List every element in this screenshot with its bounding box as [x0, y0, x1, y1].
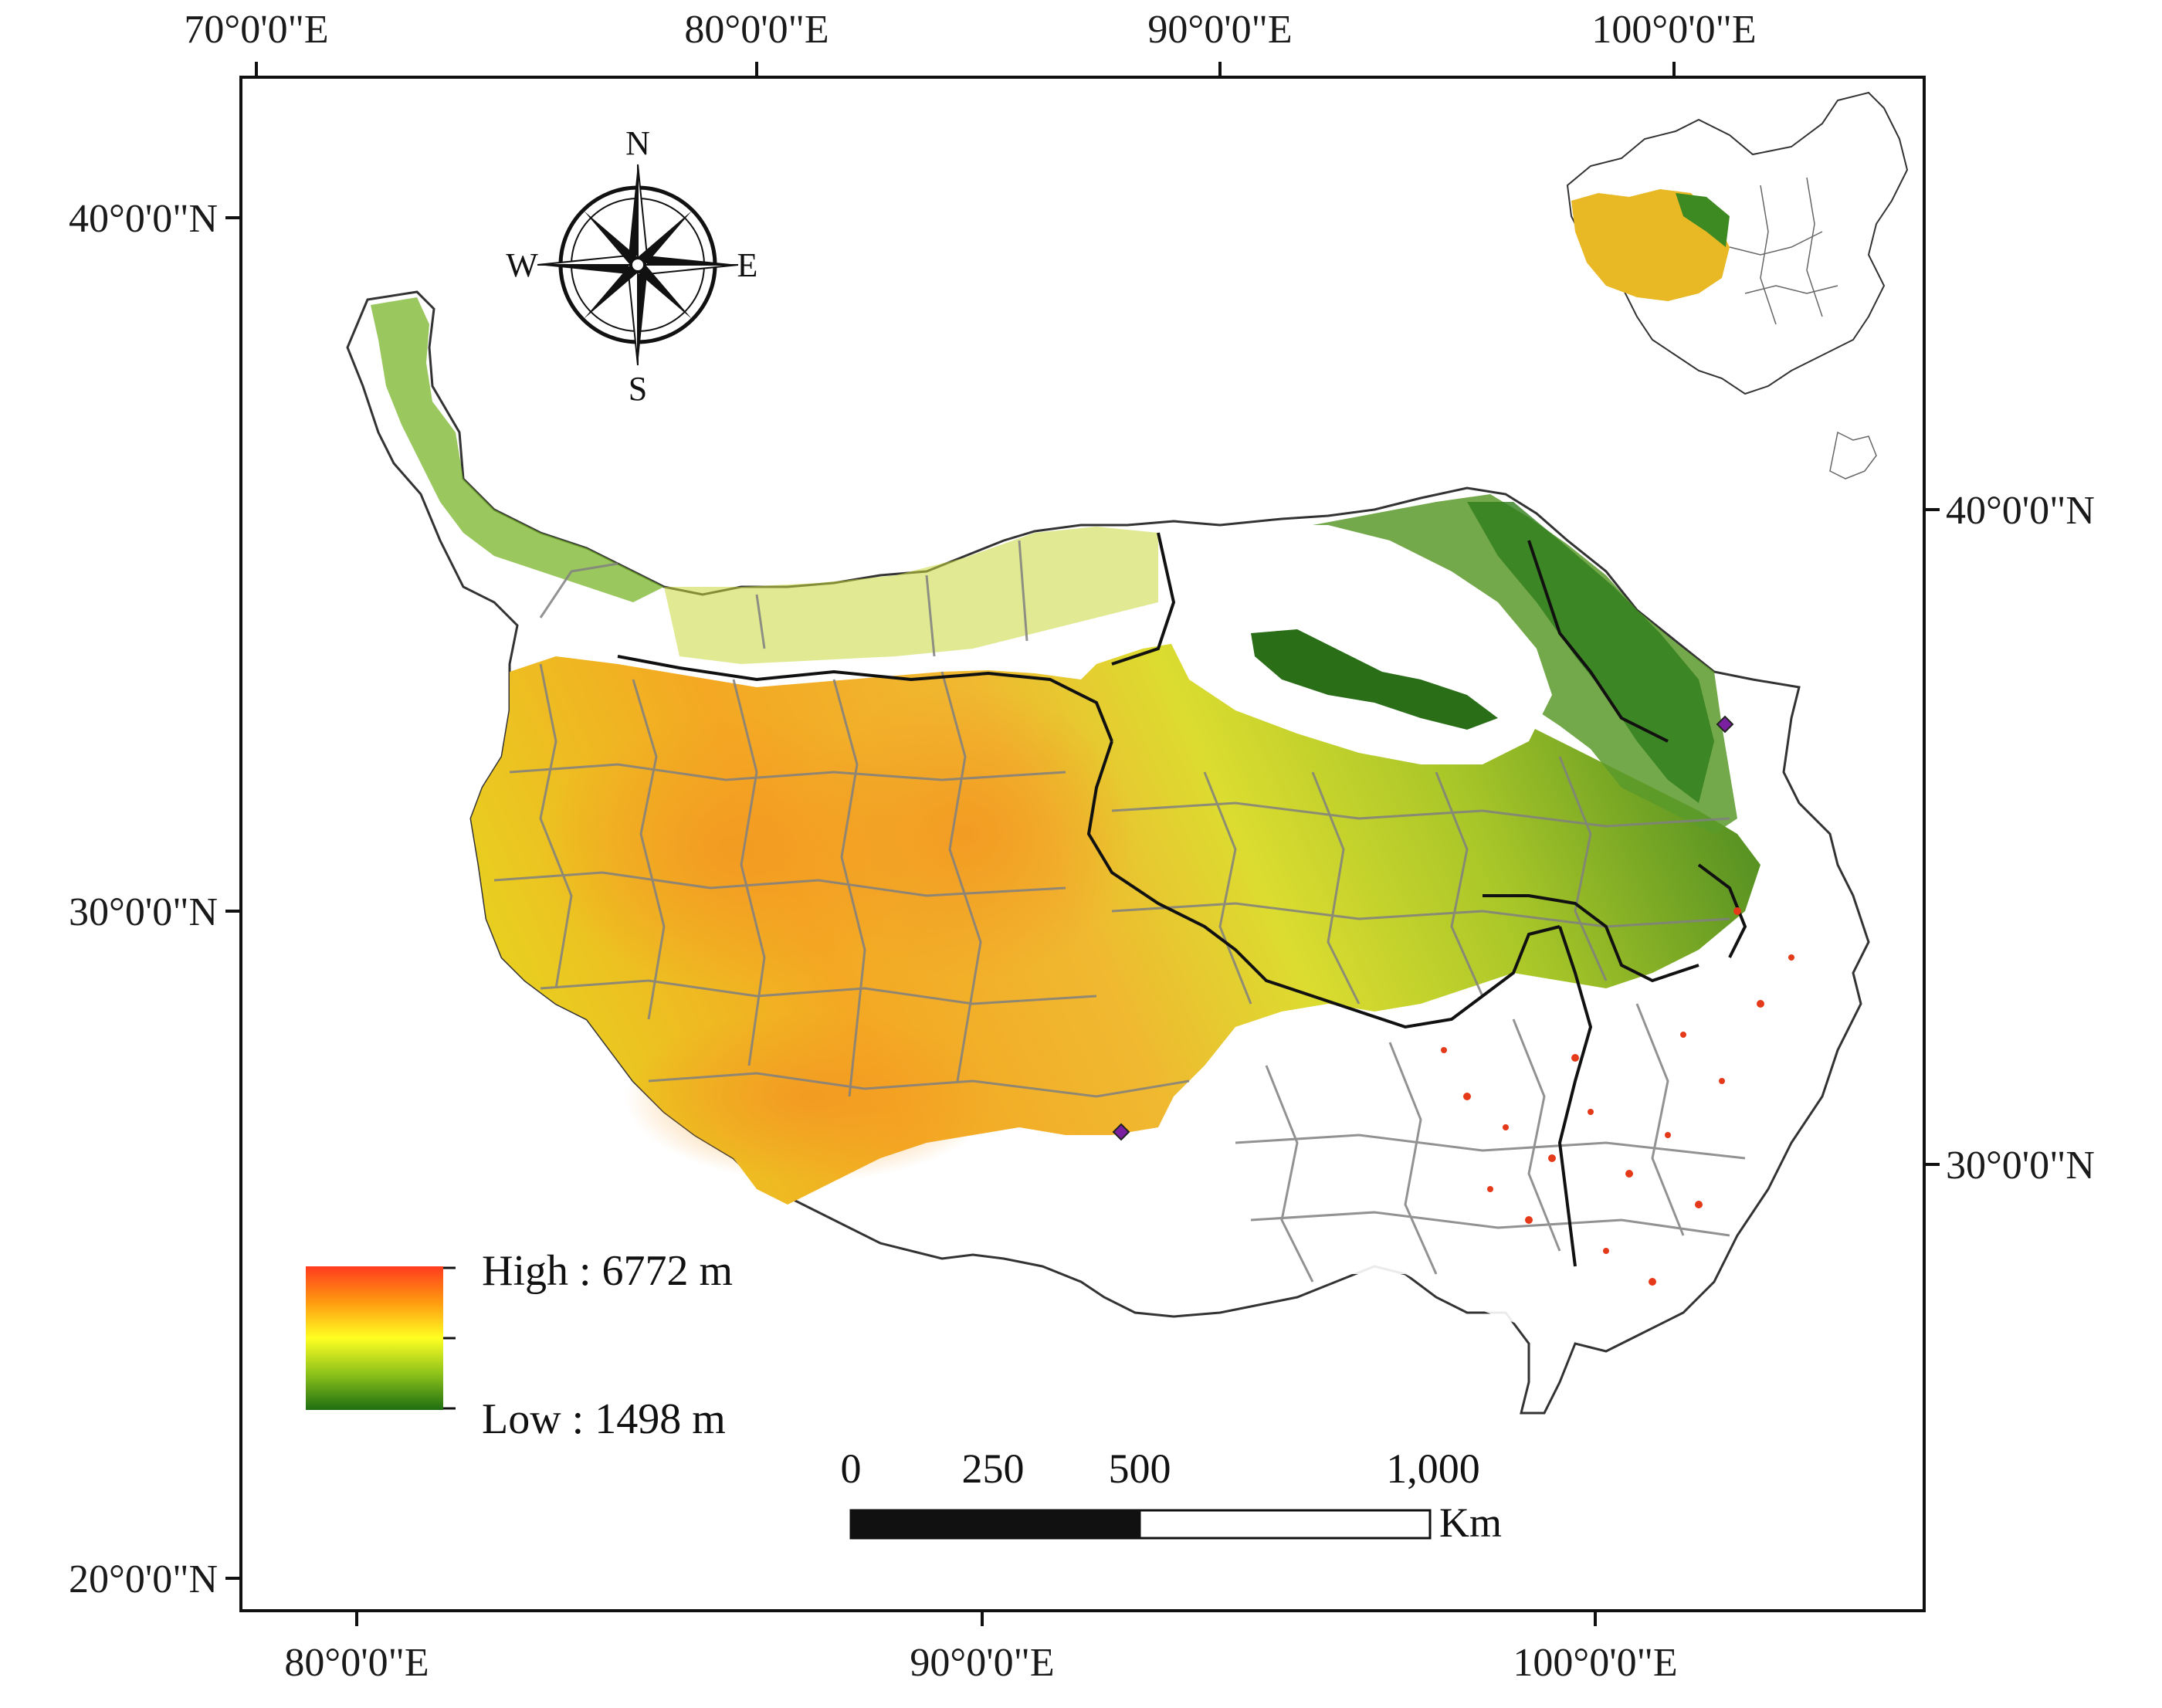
left-tick-label-20n: 20°0'0"N	[69, 1557, 218, 1601]
scale-bar-black-segment	[849, 1509, 1141, 1540]
southeast-speckles	[1441, 907, 1794, 1286]
right-tick-label-30n: 30°0'0"N	[1946, 1144, 2095, 1188]
scale-bar: 0 250 500 1,000 Km	[841, 1445, 1503, 1546]
top-tick-label-80e: 80°0'0"E	[684, 8, 829, 52]
raster-high-zone-south	[625, 1012, 996, 1181]
scale-label-500: 500	[1109, 1445, 1171, 1492]
bottom-tick-label-90e: 90°0'0"E	[910, 1641, 1054, 1685]
site-marker-lhasa	[1112, 1123, 1130, 1141]
bottom-tick-label-80e: 80°0'0"E	[284, 1641, 429, 1685]
compass-label-east: E	[737, 246, 758, 284]
top-tick-label-100e: 100°0'0"E	[1591, 8, 1756, 52]
inset-south-china-sea-islands	[1829, 431, 1877, 480]
qaidam-green-patch	[1251, 629, 1498, 730]
left-tick-label-40n: 40°0'0"N	[69, 197, 218, 241]
raster-southeast-region	[1189, 950, 1791, 1328]
county-boundaries	[493, 540, 1746, 1283]
compass-rose	[537, 164, 739, 366]
legend: High : 6772 m Low : 1498 m	[306, 1247, 733, 1443]
scale-label-250: 250	[962, 1445, 1025, 1492]
compass-label-north: N	[625, 124, 650, 162]
top-tick-label-90e: 90°0'0"E	[1147, 8, 1292, 52]
scale-label-0: 0	[841, 1445, 862, 1492]
raster-dark-green-ridge	[1467, 502, 1714, 803]
legend-color-ramp	[306, 1266, 443, 1410]
compass-label-south: S	[629, 370, 647, 408]
left-tick-label-30n: 30°0'0"N	[69, 890, 218, 934]
inset-china-map	[1566, 91, 1909, 480]
site-marker-xining	[1716, 715, 1734, 734]
raster-northwest-arm	[371, 297, 664, 602]
scale-unit-label: Km	[1439, 1500, 1502, 1546]
raster-north-belt	[664, 527, 1158, 664]
top-tick-label-70e: 70°0'0"E	[184, 8, 328, 52]
right-tick-label-40n: 40°0'0"N	[1946, 489, 2095, 533]
scale-label-1000: 1,000	[1386, 1445, 1480, 1492]
bottom-tick-label-100e: 100°0'0"E	[1513, 1641, 1677, 1685]
inset-internal-borders	[1729, 177, 1838, 325]
scale-bar-white-segment	[1138, 1509, 1432, 1540]
legend-high-label: High : 6772 m	[482, 1247, 733, 1295]
inset-china-outline	[1566, 91, 1909, 395]
frame-ticks	[225, 62, 1940, 1626]
plateau-raster	[346, 290, 1870, 1415]
raster-high-zone-central	[795, 687, 1135, 981]
inset-plateau-green	[1676, 193, 1730, 247]
legend-low-label: Low : 1498 m	[482, 1395, 726, 1443]
compass-label-west: W	[506, 246, 538, 284]
